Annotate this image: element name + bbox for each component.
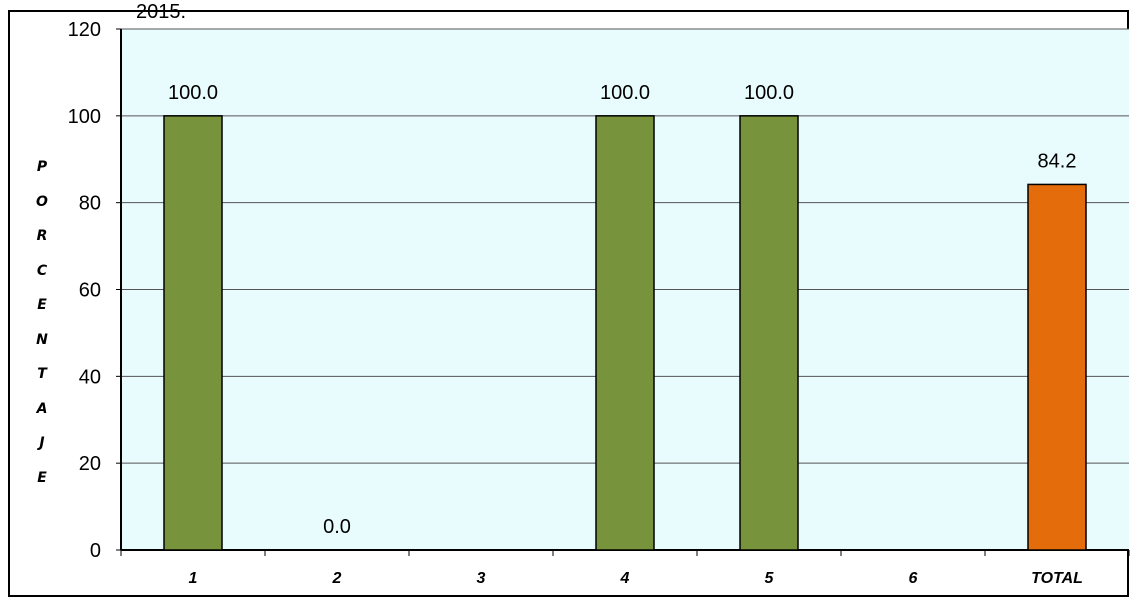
data-label-1: 100.0	[168, 82, 218, 104]
data-label-2: 0.0	[323, 516, 351, 538]
y-axis-label-letter-7: A	[36, 400, 48, 417]
y-tick-label-0: 0	[90, 540, 101, 562]
y-axis-label-letter-9: E	[37, 469, 47, 486]
bar-4	[595, 115, 655, 551]
y-axis-label-letter-8: J	[39, 435, 45, 451]
y-tick-label-60: 60	[79, 280, 101, 302]
data-label-5: 100.0	[744, 82, 794, 104]
x-tick-label-2: 2	[332, 570, 342, 587]
header-fragment: 2015.	[136, 1, 187, 23]
x-tick-label-3: 3	[477, 570, 486, 587]
y-axis-label-letter-1: O	[36, 193, 48, 210]
y-axis-label-letter-5: N	[36, 331, 48, 348]
x-tick-label-6: 6	[909, 570, 918, 587]
y-axis-label-letter-4: E	[37, 297, 47, 313]
y-axis-label-letter-0: P	[36, 159, 48, 175]
x-tick-label-4: 4	[620, 570, 630, 587]
y-axis-label-letter-3: C	[36, 262, 48, 279]
data-label-TOTAL: 84.2	[1038, 150, 1077, 172]
bar-5	[739, 115, 799, 551]
data-label-4: 100.0	[600, 82, 650, 104]
x-tick-label-5: 5	[765, 570, 775, 587]
y-axis-label-letter-6: T	[37, 366, 47, 382]
bar-1	[163, 115, 223, 551]
x-tick-label-TOTAL: TOTAL	[1031, 570, 1083, 587]
y-tick-label-80: 80	[79, 193, 101, 215]
y-tick-label-120: 120	[68, 19, 101, 41]
y-tick-label-100: 100	[68, 106, 101, 128]
y-axis-label: P O R C E N T A J E	[35, 150, 49, 495]
y-tick-label-40: 40	[79, 366, 101, 388]
bar-TOTAL	[1027, 183, 1087, 551]
y-tick-label-20: 20	[79, 453, 101, 475]
x-tick-label-1: 1	[189, 570, 198, 587]
y-axis-label-letter-2: R	[36, 228, 48, 244]
